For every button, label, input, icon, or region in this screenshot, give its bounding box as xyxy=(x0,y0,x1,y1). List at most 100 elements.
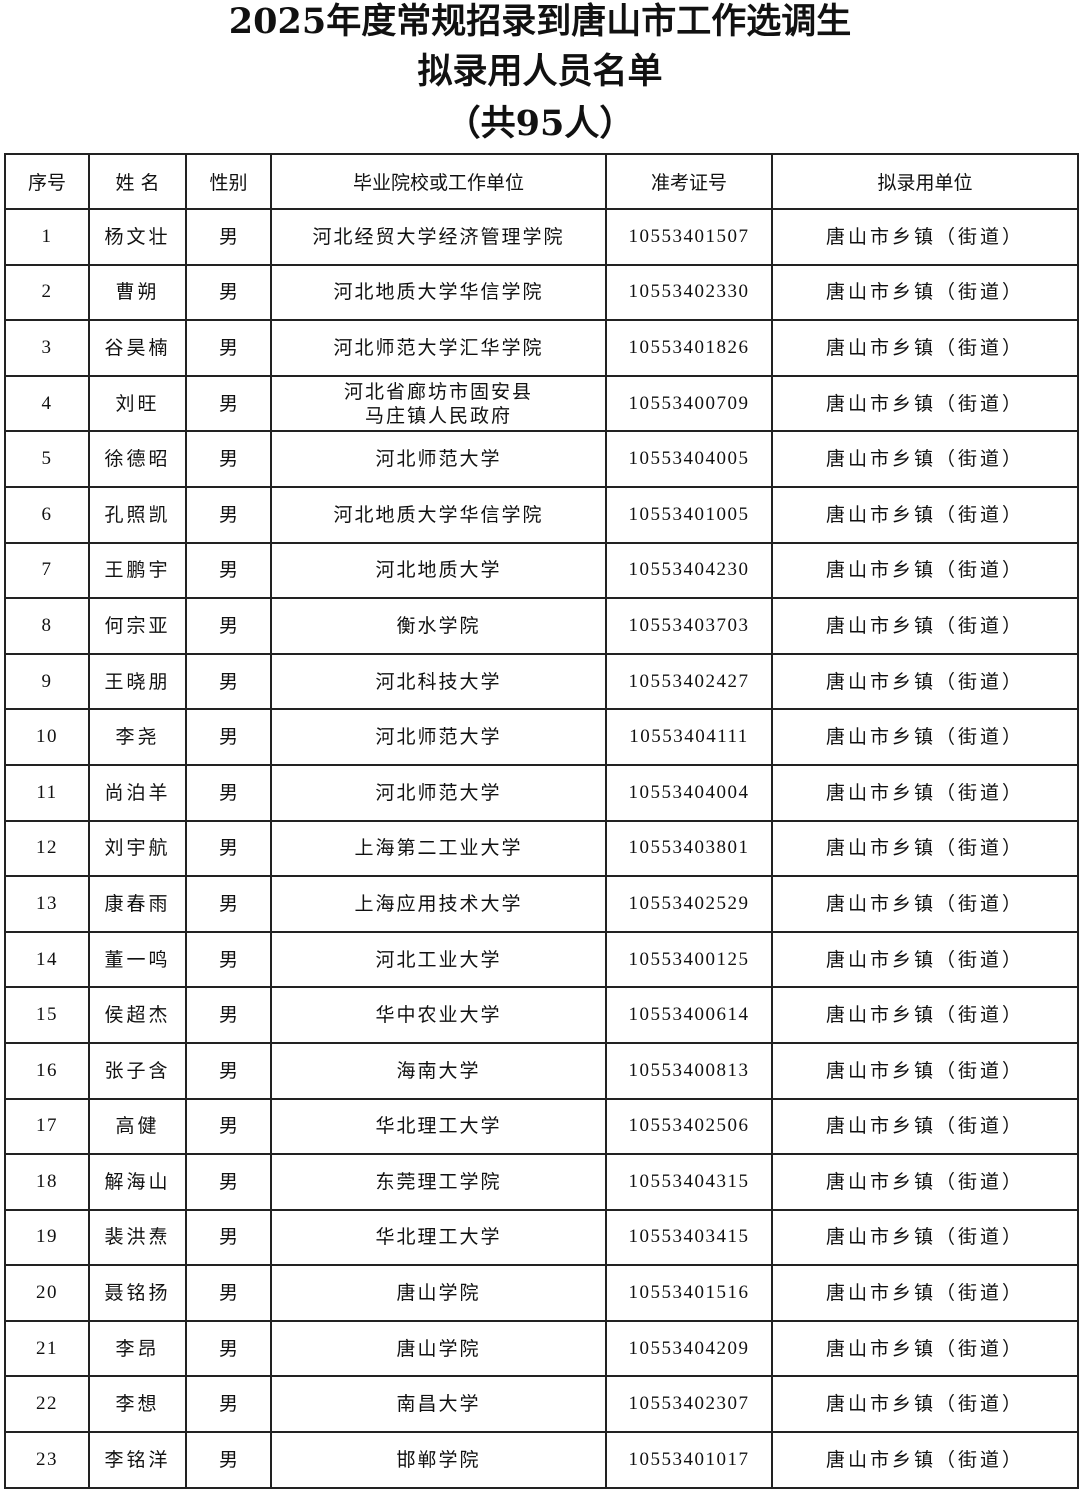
cell-no: 9 xyxy=(4,652,90,711)
cell-school: 河北科技大学 xyxy=(270,652,607,711)
cell-exam-id: 10553403415 xyxy=(605,1208,773,1267)
table-row: 13 康春雨男上海应用技术大学 10553402529 唐山市乡镇（街道） xyxy=(4,875,1079,933)
cell-name: 徐德昭 xyxy=(88,430,187,488)
cell-unit: 唐山市乡镇（街道） xyxy=(771,1264,1079,1322)
cell-exam-id: 10553404209 xyxy=(605,1319,773,1378)
cell-unit: 唐山市乡镇（街道） xyxy=(771,819,1079,878)
cell-unit: 唐山市乡镇（街道） xyxy=(771,1208,1079,1267)
table-row: 22 李想男南昌大学 10553402307 唐山市乡镇（街道） xyxy=(4,1375,1079,1434)
cell-exam-id: 10553402529 xyxy=(605,875,773,933)
cell-name: 李昂 xyxy=(88,1319,187,1378)
cell-school: 华北理工大学 xyxy=(270,1208,607,1267)
table-row: 18 解海山男东莞理工学院 10553404315 唐山市乡镇（街道） xyxy=(4,1153,1079,1211)
cell-unit: 唐山市乡镇（街道） xyxy=(771,263,1079,322)
cell-gender: 男 xyxy=(185,1153,272,1211)
table-row: 23 李铭洋男邯郸学院 10553401017 唐山市乡镇（街道） xyxy=(4,1431,1079,1489)
cell-gender: 男 xyxy=(185,708,272,766)
document-subtitle: 拟录用人员名单 xyxy=(417,51,663,92)
cell-gender: 男 xyxy=(185,1264,272,1322)
candidate-table: 序号 姓 名 性别 毕业院校或工作单位 准考证号 拟录用单位 1 杨文壮男 河北经贸… xyxy=(4,153,1079,1489)
cell-school: 河北师范大学 xyxy=(270,430,607,488)
cell-school: 河北经贸大学经济管理学院 xyxy=(270,208,607,266)
cell-school: 河北师范大学 xyxy=(270,763,607,822)
cell-name: 曹朔 xyxy=(88,263,187,322)
cell-school: 唐山学院 xyxy=(270,1319,607,1378)
table-row: 15 侯超杰男华中农业大学 10553400614 唐山市乡镇（街道） xyxy=(4,986,1079,1044)
table-row: 11 尚泊羊男河北师范大学 10553404004 唐山市乡镇（街道） xyxy=(4,763,1079,822)
cell-name: 王鹏宇 xyxy=(88,541,187,600)
table-header-row: 序号 姓 名 性别 毕业院校或工作单位 准考证号 拟录用单位 xyxy=(4,153,1079,210)
cell-gender: 男 xyxy=(185,652,272,711)
total-count: （共95人） xyxy=(445,103,635,144)
cell-exam-id: 10553404111 xyxy=(605,708,773,766)
cell-name: 何宗亚 xyxy=(88,597,187,655)
cell-no: 4 xyxy=(4,374,90,433)
cell-unit: 唐山市乡镇（街道） xyxy=(771,208,1079,266)
table-row: 19 裴洪焘男华北理工大学 10553403415 唐山市乡镇（街道） xyxy=(4,1208,1079,1267)
header-unit: 拟录用单位 xyxy=(771,153,1079,210)
cell-unit: 唐山市乡镇（街道） xyxy=(771,763,1079,822)
cell-unit: 唐山市乡镇（街道） xyxy=(771,597,1079,655)
cell-exam-id: 10553404004 xyxy=(605,763,773,822)
cell-name: 刘旺 xyxy=(88,374,187,433)
cell-gender: 男 xyxy=(185,1319,272,1378)
cell-no: 3 xyxy=(4,319,90,377)
cell-name: 李想 xyxy=(88,1375,187,1434)
cell-school: 南昌大学 xyxy=(270,1375,607,1434)
cell-name: 聂铭扬 xyxy=(88,1264,187,1322)
cell-unit: 唐山市乡镇（街道） xyxy=(771,986,1079,1044)
cell-no: 5 xyxy=(4,430,90,488)
cell-unit: 唐山市乡镇（街道） xyxy=(771,485,1079,544)
cell-exam-id: 10553401516 xyxy=(605,1264,773,1322)
cell-exam-id: 10553401005 xyxy=(605,485,773,544)
table-row: 17 高健男华北理工大学 10553402506 唐山市乡镇（街道） xyxy=(4,1097,1079,1156)
cell-unit: 唐山市乡镇（街道） xyxy=(771,1375,1079,1434)
cell-unit: 唐山市乡镇（街道） xyxy=(771,875,1079,933)
cell-name: 李铭洋 xyxy=(88,1431,187,1489)
cell-school: 海南大学 xyxy=(270,1041,607,1100)
cell-school: 河北地质大学 xyxy=(270,541,607,600)
table-row: 5 徐德昭男河北师范大学 10553404005 唐山市乡镇（街道） xyxy=(4,430,1079,488)
cell-name: 张子含 xyxy=(88,1041,187,1100)
cell-name: 杨文壮 xyxy=(88,208,187,266)
cell-school: 华北理工大学 xyxy=(270,1097,607,1156)
table-row: 12 刘宇航男上海第二工业大学 10553403801 唐山市乡镇（街道） xyxy=(4,819,1079,878)
table-row: 1 杨文壮男河北经贸大学经济管理学院 10553401507 唐山市乡镇（街道） xyxy=(4,208,1079,266)
cell-unit: 唐山市乡镇（街道） xyxy=(771,541,1079,600)
cell-unit: 唐山市乡镇（街道） xyxy=(771,1431,1079,1489)
cell-unit: 唐山市乡镇（街道） xyxy=(771,319,1079,377)
cell-school: 上海第二工业大学 xyxy=(270,819,607,878)
cell-no: 7 xyxy=(4,541,90,600)
cell-unit: 唐山市乡镇（街道） xyxy=(771,652,1079,711)
cell-no: 12 xyxy=(4,819,90,878)
cell-exam-id: 10553400614 xyxy=(605,986,773,1044)
cell-gender: 男 xyxy=(185,541,272,600)
cell-no: 8 xyxy=(4,597,90,655)
cell-name: 王晓朋 xyxy=(88,652,187,711)
cell-unit: 唐山市乡镇（街道） xyxy=(771,374,1079,433)
cell-exam-id: 10553402330 xyxy=(605,263,773,322)
cell-name: 裴洪焘 xyxy=(88,1208,187,1267)
cell-gender: 男 xyxy=(185,319,272,377)
cell-no: 22 xyxy=(4,1375,90,1434)
cell-gender: 男 xyxy=(185,374,272,433)
table-row: 6 孔照凯男河北地质大学华信学院 10553401005 唐山市乡镇（街道） xyxy=(4,485,1079,544)
cell-no: 14 xyxy=(4,930,90,989)
cell-exam-id: 10553404230 xyxy=(605,541,773,600)
table-row: 3 谷昊楠男河北师范大学汇华学院 10553401826 唐山市乡镇（街道） xyxy=(4,319,1079,377)
cell-no: 1 xyxy=(4,208,90,266)
cell-name: 董一鸣 xyxy=(88,930,187,989)
cell-name: 李尧 xyxy=(88,708,187,766)
cell-school: 上海应用技术大学 xyxy=(270,875,607,933)
cell-school: 河北师范大学汇华学院 xyxy=(270,319,607,377)
header-gender: 性别 xyxy=(185,153,272,210)
cell-unit: 唐山市乡镇（街道） xyxy=(771,430,1079,488)
cell-gender: 男 xyxy=(185,1041,272,1100)
table-row: 4 刘旺男河北省廊坊市固安县 马庄镇人民政府 10553400709 唐山市乡镇（街道… xyxy=(4,374,1079,433)
cell-school: 华中农业大学 xyxy=(270,986,607,1044)
cell-no: 21 xyxy=(4,1319,90,1378)
table-row: 14 董一鸣男河北工业大学 10553400125 唐山市乡镇（街道） xyxy=(4,930,1079,989)
header-exam-id: 准考证号 xyxy=(605,153,773,210)
cell-unit: 唐山市乡镇（街道） xyxy=(771,708,1079,766)
cell-name: 谷昊楠 xyxy=(88,319,187,377)
